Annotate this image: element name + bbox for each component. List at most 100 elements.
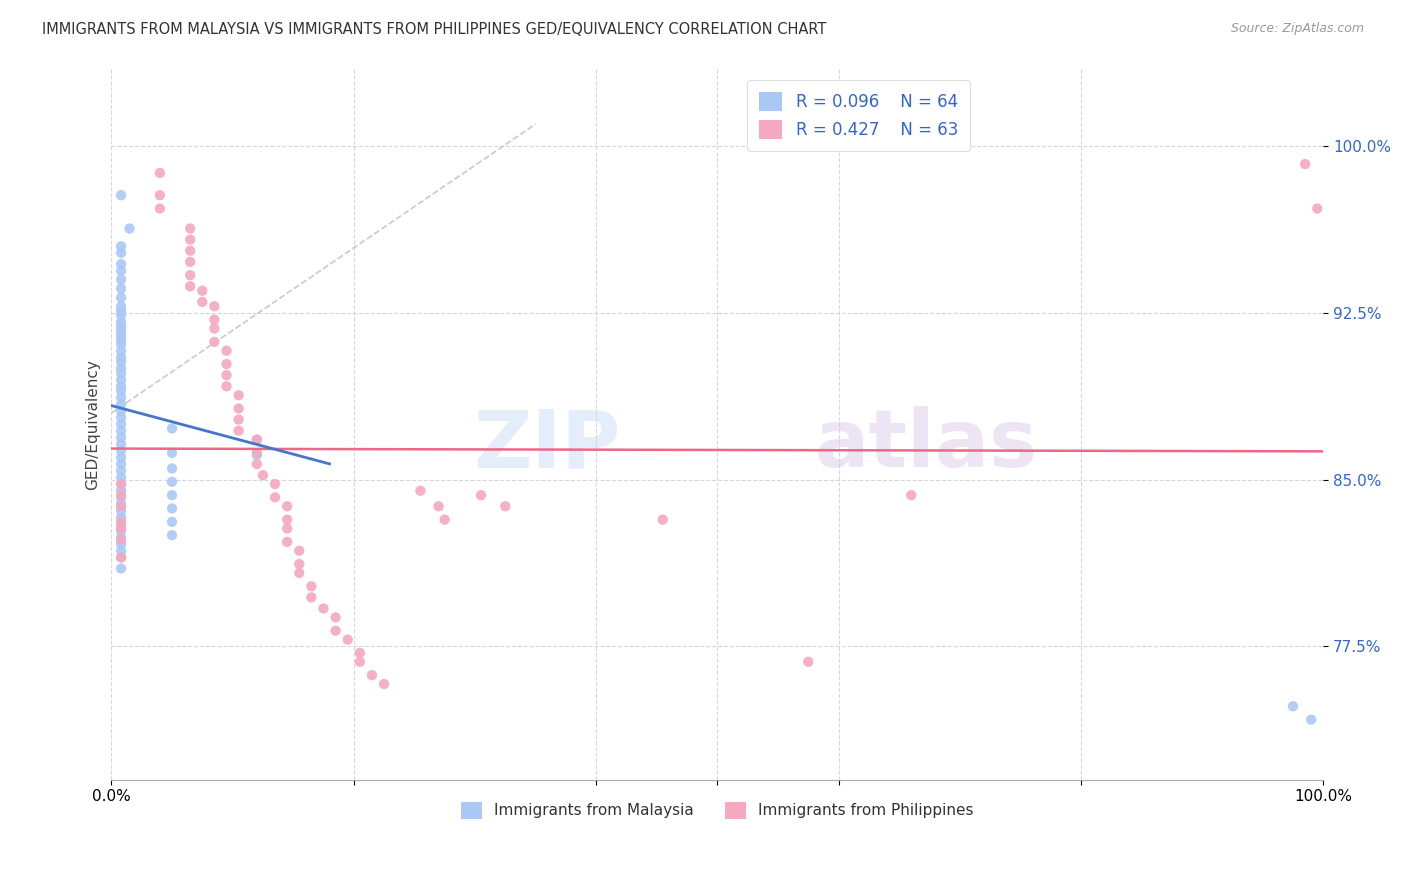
Point (110, 379, 132, 393)
Point (204, 299, 226, 313)
Point (651, 513, 673, 527)
Point (215, 343, 238, 358)
Point (110, 333, 132, 347)
Point (110, 410, 132, 425)
Point (204, 334, 226, 349)
Point (110, 397, 132, 411)
Point (215, 379, 238, 393)
Point (228, 401, 250, 416)
Point (288, 566, 311, 580)
Point (215, 357, 238, 371)
Point (110, 373, 132, 387)
Point (110, 391, 132, 405)
Point (110, 450, 132, 465)
Point (110, 543, 132, 558)
Point (110, 517, 132, 532)
Point (110, 437, 132, 451)
Point (110, 483, 132, 498)
Point (179, 221, 201, 235)
Legend: Immigrants from Malaysia, Immigrants from Philippines: Immigrants from Malaysia, Immigrants fro… (454, 796, 980, 825)
Point (110, 497, 132, 511)
Point (409, 483, 432, 498)
Point (110, 324, 132, 338)
Point (110, 272, 132, 286)
Point (110, 290, 132, 304)
Point (110, 550, 132, 565)
Point (288, 557, 311, 571)
Point (215, 368, 238, 383)
Point (110, 366, 132, 380)
Point (336, 632, 359, 647)
Point (110, 319, 132, 334)
Text: atlas: atlas (814, 407, 1038, 484)
Point (228, 424, 250, 438)
Point (228, 412, 250, 426)
Point (110, 424, 132, 438)
Point (110, 351, 132, 365)
Point (264, 491, 287, 505)
Point (349, 655, 371, 669)
Point (110, 530, 132, 544)
Point (276, 513, 298, 527)
Point (1301, 713, 1323, 727)
Point (110, 477, 132, 491)
Point (110, 343, 132, 358)
Point (288, 543, 311, 558)
Point (110, 515, 132, 529)
Point (246, 446, 269, 460)
Point (110, 500, 132, 514)
Point (276, 500, 298, 514)
Point (797, 655, 820, 669)
Point (110, 561, 132, 575)
Point (110, 443, 132, 458)
Point (179, 233, 201, 247)
Point (110, 299, 132, 313)
Point (110, 188, 132, 202)
Point (179, 244, 201, 258)
Point (361, 668, 384, 682)
Point (325, 610, 347, 624)
Point (299, 579, 322, 593)
Point (110, 303, 132, 318)
Point (1294, 157, 1316, 171)
Point (118, 221, 141, 235)
Point (110, 281, 132, 295)
Point (276, 521, 298, 535)
Point (110, 337, 132, 351)
Point (191, 294, 214, 309)
Point (427, 500, 450, 514)
Text: Source: ZipAtlas.com: Source: ZipAtlas.com (1230, 22, 1364, 36)
Point (264, 477, 287, 491)
Point (110, 239, 132, 253)
Point (160, 475, 183, 489)
Point (160, 488, 183, 502)
Point (246, 433, 269, 447)
Point (110, 470, 132, 484)
Point (246, 448, 269, 462)
Point (1306, 202, 1329, 216)
Point (470, 488, 492, 502)
Point (246, 457, 269, 471)
Point (110, 384, 132, 398)
Point (110, 504, 132, 518)
Point (299, 591, 322, 605)
Point (110, 264, 132, 278)
Point (191, 284, 214, 298)
Point (373, 677, 395, 691)
Point (110, 308, 132, 322)
Point (494, 500, 516, 514)
Point (160, 446, 183, 460)
Point (110, 257, 132, 271)
Point (110, 524, 132, 538)
Point (252, 468, 274, 483)
Point (110, 361, 132, 376)
Point (149, 166, 172, 180)
Point (149, 202, 172, 216)
Point (110, 315, 132, 329)
Point (228, 388, 250, 402)
Point (160, 461, 183, 475)
Point (160, 421, 183, 435)
Point (1282, 699, 1305, 714)
Text: IMMIGRANTS FROM MALAYSIA VS IMMIGRANTS FROM PHILIPPINES GED/EQUIVALENCY CORRELAT: IMMIGRANTS FROM MALAYSIA VS IMMIGRANTS F… (42, 22, 827, 37)
Point (110, 464, 132, 478)
